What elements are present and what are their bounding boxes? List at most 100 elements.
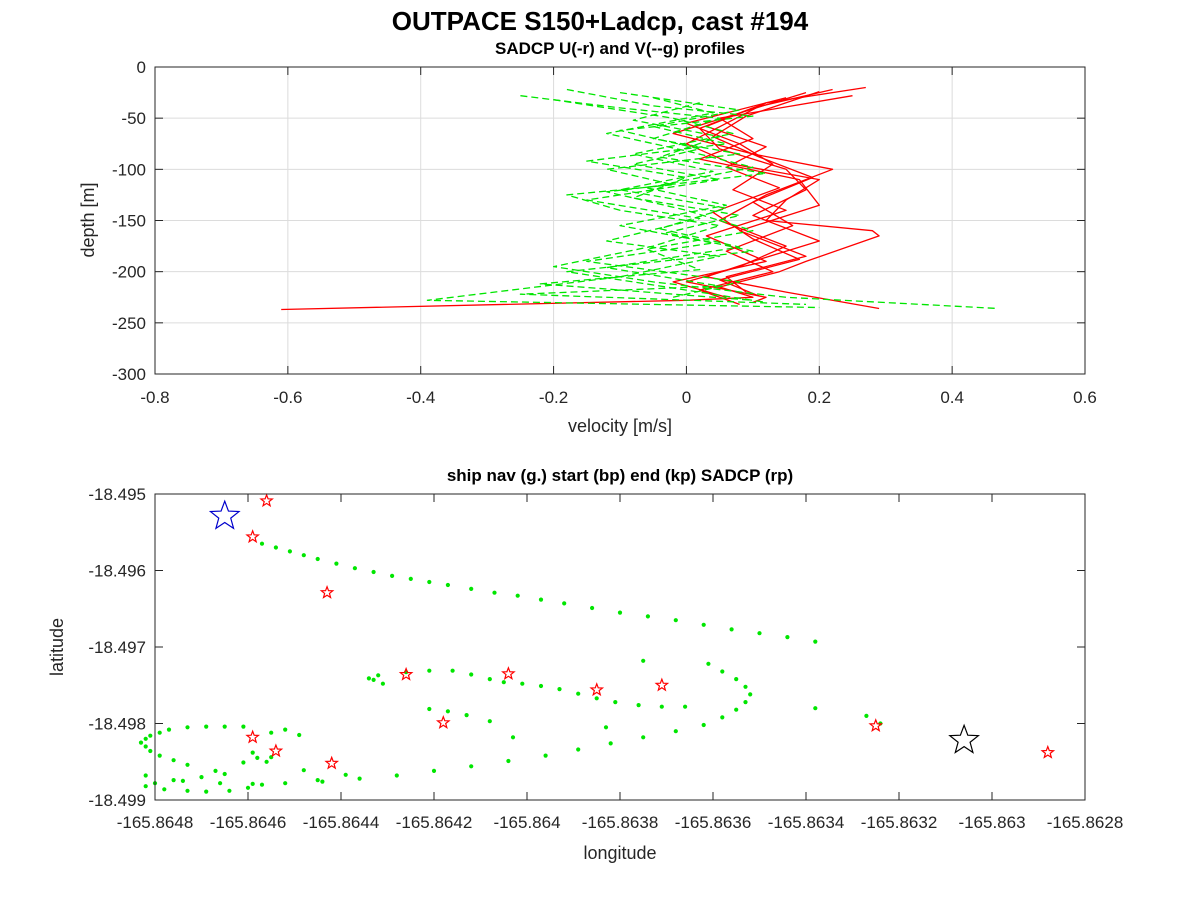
ship-nav-point <box>469 672 474 677</box>
ship-nav-point <box>445 582 450 588</box>
ship-nav-point <box>813 706 818 711</box>
ship-nav-point <box>376 673 381 678</box>
plot1-ylabel: depth [m] <box>78 182 98 257</box>
ship-nav-point <box>813 639 818 644</box>
ship-nav-point <box>576 691 581 696</box>
ship-nav-point <box>371 677 376 683</box>
ship-nav-point <box>162 787 167 792</box>
ship-nav-point <box>757 631 762 636</box>
ship-nav-point <box>729 627 734 632</box>
ship-nav-point <box>492 590 497 595</box>
ship-nav-point <box>259 541 265 546</box>
ship-nav-point <box>222 771 227 777</box>
ship-nav-point <box>143 784 148 789</box>
plot1-xtick-label: -0.6 <box>273 388 302 407</box>
ship-nav-point <box>143 773 148 778</box>
sadcp-star-point <box>501 666 516 681</box>
plot1-ytick-label: -100 <box>112 160 146 179</box>
ship-nav-point <box>227 788 232 793</box>
plot1-xtick-label: 0.4 <box>940 388 964 407</box>
ship-nav-point <box>543 753 548 758</box>
ship-nav-point <box>273 545 278 550</box>
ship-nav-point <box>701 722 706 728</box>
ship-nav-point <box>315 778 320 783</box>
u-profile-line <box>699 90 820 306</box>
ship-nav-point <box>315 556 320 562</box>
ship-nav-point <box>487 677 492 682</box>
ship-nav-point <box>334 561 339 566</box>
ship-nav-point <box>538 683 544 689</box>
v-profile-line <box>519 99 807 306</box>
ship-nav-point <box>148 748 153 754</box>
u-profile-line <box>672 91 834 304</box>
plot2-xtick-label: -165.864 <box>493 813 560 832</box>
plot1-ytick-label: 0 <box>137 58 146 77</box>
ship-nav-point <box>343 772 348 777</box>
plot1-ytick-label: -50 <box>121 109 146 128</box>
figure-title: OUTPACE S150+Ladcp, cast #194 <box>392 6 809 36</box>
ship-nav-point <box>487 719 492 724</box>
ship-nav-point <box>641 658 646 663</box>
plot2-ticks: -165.8648 -165.8646 -165.8644 -165.8642 -165… <box>88 485 1123 832</box>
ship-nav-point <box>371 569 376 575</box>
v-profile-line <box>566 91 767 304</box>
plot1-series <box>281 86 999 311</box>
velocity-profile-plot: SADCP U(-r) and V(--g) profiles -0.8 -0.6… <box>78 39 1097 436</box>
plot1-xtick-label: -0.4 <box>406 388 435 407</box>
ship-nav-point <box>250 750 255 755</box>
ship-nav-point <box>352 566 357 571</box>
ship-nav-point <box>185 725 190 730</box>
sadcp-star-point <box>589 682 605 697</box>
ship-nav-point <box>166 727 172 732</box>
ship-nav-point <box>320 779 325 784</box>
sadcp-star-point <box>654 677 670 692</box>
plot1-xtick-label: 0.2 <box>807 388 831 407</box>
ship-nav-point <box>464 713 469 718</box>
plot1-grid <box>155 67 1085 374</box>
sadcp-star-point <box>398 666 414 681</box>
ship-nav-point <box>431 768 437 774</box>
ship-nav-point <box>864 713 869 719</box>
plot1-xtick-label: 0 <box>682 388 691 407</box>
ship-nav-point <box>659 704 664 709</box>
ship-nav-point <box>701 622 706 627</box>
ship-nav-point <box>590 605 595 611</box>
plot2-xtick-label: -165.8636 <box>675 813 752 832</box>
ship-nav-point <box>706 661 711 666</box>
ship-nav-point <box>645 614 651 619</box>
ship-nav-point <box>608 741 613 746</box>
sadcp-star-point <box>435 715 451 729</box>
ship-nav-point <box>720 669 725 674</box>
ship-nav-point <box>301 768 306 773</box>
ship-nav-point <box>185 762 190 767</box>
ship-nav-point <box>469 764 474 769</box>
ship-nav-point <box>245 785 251 790</box>
ship-nav-point <box>576 747 581 752</box>
ship-nav-point <box>748 692 753 697</box>
ship-nav-point <box>366 676 371 681</box>
plot2-xtick-label: -165.8646 <box>210 813 287 832</box>
ship-nav-point <box>204 789 209 794</box>
u-profile-line <box>705 102 801 297</box>
ship-nav-point <box>157 730 162 735</box>
ship-nav-point <box>241 760 246 765</box>
plot2-title: ship nav (g.) start (bp) end (kp) SADCP … <box>447 466 793 485</box>
ship-nav-point <box>501 680 506 685</box>
ship-nav-plot: ship nav (g.) start (bp) end (kp) SADCP … <box>47 466 1123 863</box>
start-star-point <box>208 499 241 530</box>
ship-nav-point <box>641 735 646 740</box>
plot1-xtick-label: -0.2 <box>539 388 568 407</box>
plot1-title: SADCP U(-r) and V(--g) profiles <box>495 39 745 58</box>
ship-nav-point <box>613 700 618 705</box>
ship-nav-point <box>683 704 688 709</box>
ship-nav-point <box>180 778 185 784</box>
ship-nav-point <box>157 753 162 758</box>
plot2-xtick-label: -165.8628 <box>1047 813 1124 832</box>
ship-nav-point <box>427 668 432 673</box>
plot2-ytick-label: -18.497 <box>88 638 146 657</box>
plot2-xtick-label: -165.8642 <box>396 813 473 832</box>
ship-nav-point <box>222 724 227 729</box>
ship-nav-point <box>380 681 385 686</box>
sadcp-star-point <box>245 729 260 744</box>
